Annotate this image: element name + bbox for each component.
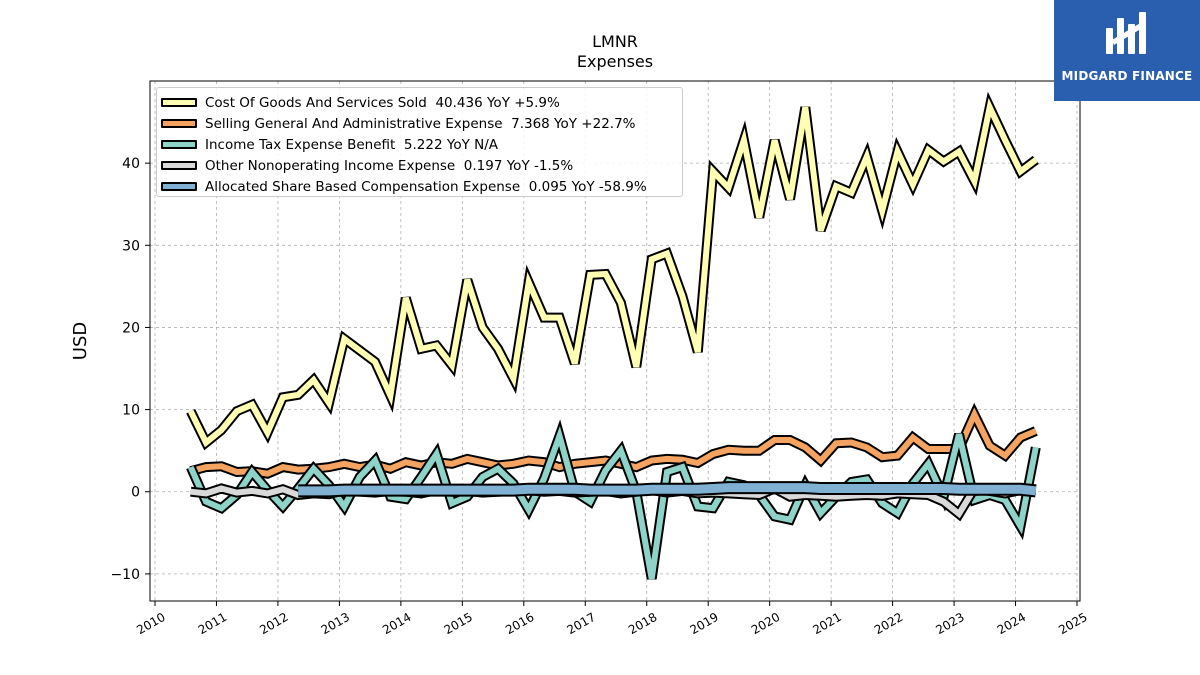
y-tick-label: 40 [122,156,140,172]
legend-swatch [161,161,197,170]
y-tick-label: 10 [122,403,140,419]
y-tick-label: 0 [131,485,140,501]
legend-item: Income Tax Expense Benefit 5.222 YoY N/A [161,134,682,155]
x-tick-label: 2024 [995,610,1028,637]
x-tick-label: 2023 [933,610,966,637]
legend-item: Cost Of Goods And Services Sold 40.436 Y… [161,92,682,113]
legend-swatch [161,182,197,191]
brand-name: MIDGARD FINANCE [1061,69,1193,83]
brand-mark-icon [1106,12,1146,54]
x-tick-label: 2014 [380,610,413,637]
x-tick-label: 2010 [134,610,167,637]
legend: Cost Of Goods And Services Sold 40.436 Y… [156,87,683,197]
legend-swatch [161,140,197,149]
chart-title: LMNR [592,32,638,51]
x-tick-label: 2016 [503,610,536,637]
plot-frame [149,80,1081,602]
legend-swatch [161,119,197,128]
legend-label: Allocated Share Based Compensation Expen… [205,178,647,195]
legend-item: Selling General And Administrative Expen… [161,113,682,134]
x-tick-label: 2013 [319,610,352,637]
x-tick-label: 2012 [257,610,290,637]
x-tick-label: 2017 [565,610,598,637]
legend-label: Other Nonoperating Income Expense 0.197 … [205,157,574,174]
x-tick-label: 2020 [749,610,782,637]
legend-label: Selling General And Administrative Expen… [205,115,636,132]
x-tick-label: 2025 [1056,610,1089,637]
chart-subtitle: Expenses [577,52,653,71]
legend-item: Allocated Share Based Compensation Expen… [161,176,682,197]
x-tick-label: 2011 [196,610,229,637]
x-tick-label: 2021 [810,610,843,637]
x-tick-label: 2015 [442,610,475,637]
x-tick-label: 2018 [626,610,659,637]
series-layer [186,91,1041,580]
legend-item: Other Nonoperating Income Expense 0.197 … [161,155,682,176]
y-axis-label: USD [70,322,91,360]
series-line [298,483,1037,496]
legend-label: Cost Of Goods And Services Sold 40.436 Y… [205,94,560,111]
legend-label: Income Tax Expense Benefit 5.222 YoY N/A [205,136,498,153]
brand-logo: MIDGARD FINANCE [1054,0,1200,101]
y-tick-label: 30 [122,238,140,254]
x-tick-label: 2022 [872,610,905,637]
y-tick-label: 20 [122,320,140,336]
x-tick-label: 2019 [687,610,720,637]
legend-swatch [161,98,197,107]
series-line [188,97,1038,448]
y-tick-label: −10 [110,567,140,583]
